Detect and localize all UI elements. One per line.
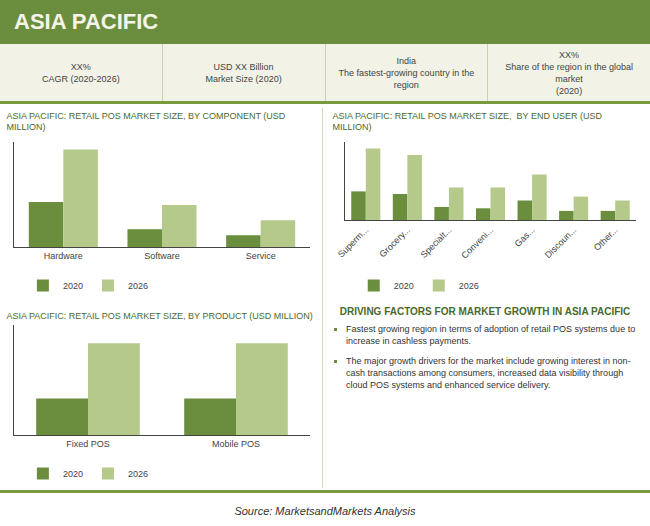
html-text:XX% Share of the region in the: XX% Share of the region in the global ma… bbox=[505, 49, 633, 96]
svg-text:Software: Software bbox=[144, 251, 180, 261]
html-text:Fastest growing region in term: Fastest growing region in terms of adopt… bbox=[346, 324, 636, 346]
svg-text:2026: 2026 bbox=[459, 281, 479, 291]
html-text:Source: MarketsandMarkets Anal: Source: MarketsandMarkets Analysis bbox=[234, 505, 416, 517]
svg-text:ASIA PACIFIC: RETAIL POS MARKE: ASIA PACIFIC: RETAIL POS MARKET SIZE, BY… bbox=[6, 311, 312, 321]
html-text:XX% CAGR (2020-2026): XX% CAGR (2020-2026) bbox=[42, 61, 120, 84]
html-text:USD XX Billion Market Size (20: USD XX Billion Market Size (2020) bbox=[205, 61, 282, 84]
svg-text:Grocery...: Grocery... bbox=[377, 225, 412, 260]
html-text:India The fastest-growing coun: India The fastest-growing country in the… bbox=[338, 55, 475, 90]
svg-text:2020: 2020 bbox=[394, 281, 414, 291]
svg-text:Superm...: Superm... bbox=[336, 225, 371, 260]
svg-text:Discoun...: Discoun... bbox=[543, 225, 578, 260]
svg-text:Fixed POS: Fixed POS bbox=[66, 439, 110, 449]
svg-text:ASIA PACIFIC: RETAIL POS MARKE: ASIA PACIFIC: RETAIL POS MARKET SIZE, BY… bbox=[332, 111, 602, 133]
svg-text:Conveni...: Conveni... bbox=[459, 225, 495, 261]
html-text:DRIVING FACTORS FOR MARKET GRO: DRIVING FACTORS FOR MARKET GROWTH IN ASI… bbox=[339, 306, 631, 317]
html-text:The major growth drivers for t: The major growth drivers for the market … bbox=[346, 356, 631, 390]
svg-text:2020: 2020 bbox=[63, 469, 83, 479]
html-text:ASIA PACIFIC: ASIA PACIFIC bbox=[14, 9, 159, 34]
svg-text:2026: 2026 bbox=[128, 281, 148, 291]
svg-text:ASIA PACIFIC: RETAIL POS MARKE: ASIA PACIFIC: RETAIL POS MARKET SIZE, BY… bbox=[6, 111, 285, 133]
svg-text:Hardware: Hardware bbox=[44, 251, 83, 261]
svg-text:Gas...: Gas... bbox=[513, 225, 537, 249]
svg-text:Mobile POS: Mobile POS bbox=[212, 439, 260, 449]
svg-text:Specialt...: Specialt... bbox=[419, 225, 454, 260]
svg-text:Service: Service bbox=[246, 251, 276, 261]
svg-text:Other...: Other... bbox=[592, 225, 620, 253]
svg-text:2026: 2026 bbox=[128, 469, 148, 479]
svg-text:2020: 2020 bbox=[63, 281, 83, 291]
